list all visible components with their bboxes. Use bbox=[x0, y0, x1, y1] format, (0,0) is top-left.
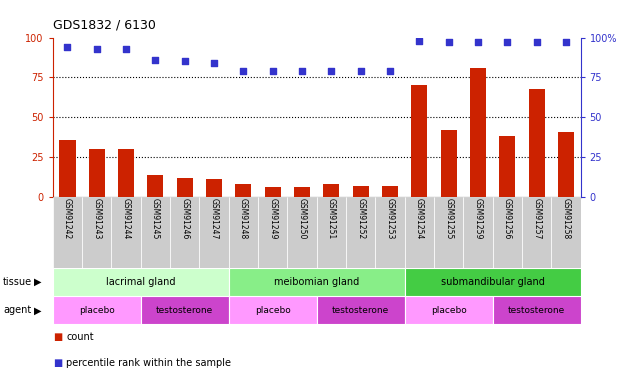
Point bbox=[92, 46, 102, 52]
Text: count: count bbox=[66, 332, 94, 342]
Bar bbox=[463, 197, 492, 268]
Text: GSM91254: GSM91254 bbox=[415, 198, 424, 240]
Bar bbox=[405, 296, 492, 324]
Text: agent: agent bbox=[3, 305, 31, 315]
Bar bbox=[147, 175, 163, 197]
Text: GSM91249: GSM91249 bbox=[268, 198, 277, 240]
Bar bbox=[229, 296, 317, 324]
Bar bbox=[375, 197, 405, 268]
Point bbox=[150, 57, 160, 63]
Text: GSM91246: GSM91246 bbox=[180, 198, 189, 240]
Bar bbox=[60, 140, 76, 197]
Point bbox=[532, 39, 542, 45]
Bar bbox=[499, 136, 515, 197]
Text: testosterone: testosterone bbox=[332, 306, 389, 315]
Bar bbox=[141, 197, 170, 268]
Point bbox=[502, 39, 512, 45]
Text: ■: ■ bbox=[53, 332, 62, 342]
Bar bbox=[492, 197, 522, 268]
Text: meibomian gland: meibomian gland bbox=[274, 277, 360, 287]
Bar bbox=[522, 197, 551, 268]
Bar bbox=[434, 197, 463, 268]
Bar bbox=[235, 184, 252, 197]
Point bbox=[63, 44, 73, 50]
Point bbox=[209, 60, 219, 66]
Text: placebo: placebo bbox=[79, 306, 115, 315]
Bar bbox=[265, 188, 281, 197]
Text: GSM91259: GSM91259 bbox=[473, 198, 483, 240]
Text: ■: ■ bbox=[53, 358, 62, 368]
Bar bbox=[470, 68, 486, 197]
Point bbox=[356, 68, 366, 74]
Text: lacrimal gland: lacrimal gland bbox=[106, 277, 176, 287]
Point bbox=[327, 68, 337, 74]
Bar bbox=[199, 197, 229, 268]
Text: GSM91248: GSM91248 bbox=[239, 198, 248, 240]
Point bbox=[180, 58, 190, 64]
Text: placebo: placebo bbox=[431, 306, 466, 315]
Point bbox=[121, 46, 131, 52]
Text: ▶: ▶ bbox=[34, 305, 41, 315]
Point bbox=[414, 38, 424, 44]
Bar bbox=[382, 186, 398, 197]
Bar bbox=[177, 178, 193, 197]
Text: testosterone: testosterone bbox=[508, 306, 565, 315]
Bar bbox=[353, 186, 369, 197]
Point bbox=[561, 39, 571, 45]
Bar bbox=[288, 197, 317, 268]
Bar bbox=[206, 179, 222, 197]
Text: GSM91250: GSM91250 bbox=[297, 198, 307, 240]
Point bbox=[443, 39, 453, 45]
Text: GSM91247: GSM91247 bbox=[209, 198, 219, 240]
Point bbox=[473, 39, 483, 45]
Bar bbox=[89, 149, 105, 197]
Bar bbox=[528, 88, 545, 197]
Bar bbox=[405, 197, 434, 268]
Bar bbox=[551, 197, 581, 268]
Bar bbox=[317, 197, 346, 268]
Text: GSM91242: GSM91242 bbox=[63, 198, 72, 240]
Text: testosterone: testosterone bbox=[156, 306, 214, 315]
Bar bbox=[492, 296, 581, 324]
Bar bbox=[111, 197, 141, 268]
Bar bbox=[118, 149, 134, 197]
Bar bbox=[294, 188, 310, 197]
Text: GSM91253: GSM91253 bbox=[386, 198, 394, 240]
Text: tissue: tissue bbox=[3, 277, 32, 287]
Bar bbox=[229, 197, 258, 268]
Text: placebo: placebo bbox=[255, 306, 291, 315]
Bar bbox=[53, 268, 229, 296]
Text: GSM91258: GSM91258 bbox=[561, 198, 571, 240]
Point bbox=[297, 68, 307, 74]
Bar bbox=[558, 132, 574, 197]
Text: ▶: ▶ bbox=[34, 277, 41, 287]
Point bbox=[238, 68, 248, 74]
Bar bbox=[405, 268, 581, 296]
Text: GSM91245: GSM91245 bbox=[151, 198, 160, 240]
Bar bbox=[411, 86, 427, 197]
Bar bbox=[53, 197, 82, 268]
Text: GSM91256: GSM91256 bbox=[503, 198, 512, 240]
Point bbox=[268, 68, 278, 74]
Text: GDS1832 / 6130: GDS1832 / 6130 bbox=[53, 19, 156, 32]
Text: GSM91243: GSM91243 bbox=[93, 198, 101, 240]
Bar bbox=[229, 268, 405, 296]
Text: GSM91252: GSM91252 bbox=[356, 198, 365, 240]
Text: submandibular gland: submandibular gland bbox=[441, 277, 545, 287]
Point bbox=[385, 68, 395, 74]
Bar bbox=[141, 296, 229, 324]
Bar bbox=[258, 197, 288, 268]
Bar bbox=[82, 197, 111, 268]
Text: percentile rank within the sample: percentile rank within the sample bbox=[66, 358, 232, 368]
Text: GSM91257: GSM91257 bbox=[532, 198, 541, 240]
Bar bbox=[317, 296, 405, 324]
Bar bbox=[170, 197, 199, 268]
Bar bbox=[53, 296, 141, 324]
Text: GSM91255: GSM91255 bbox=[444, 198, 453, 240]
Text: GSM91251: GSM91251 bbox=[327, 198, 336, 240]
Bar bbox=[441, 130, 456, 197]
Bar bbox=[346, 197, 375, 268]
Text: GSM91244: GSM91244 bbox=[122, 198, 130, 240]
Bar bbox=[324, 184, 340, 197]
